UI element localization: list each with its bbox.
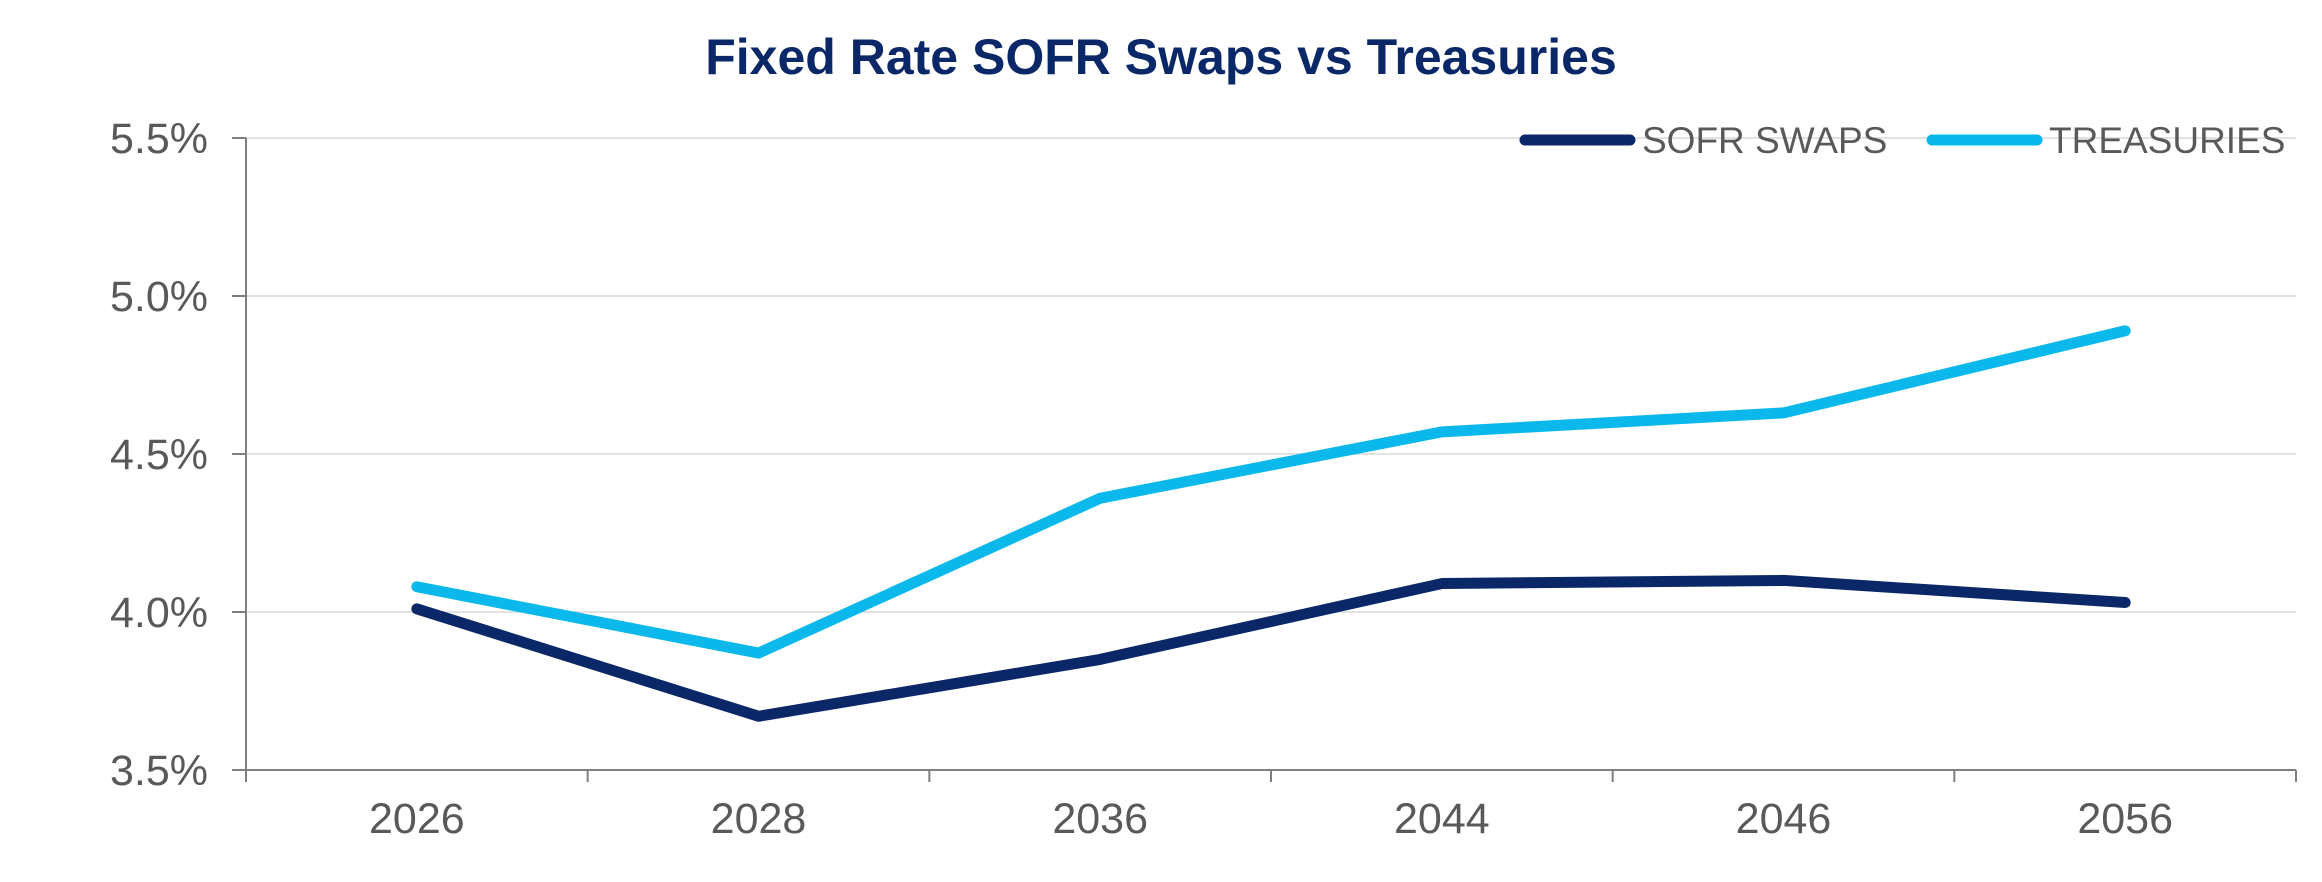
chart-title: Fixed Rate SOFR Swaps vs Treasuries <box>705 29 1617 85</box>
series-line-sofr-swaps <box>417 580 2125 716</box>
y-tick-label: 3.5% <box>110 747 208 795</box>
legend-label-sofr-swaps: SOFR SWAPS <box>1642 120 1887 161</box>
y-tick-label: 4.0% <box>110 589 208 637</box>
x-tick-label: 2044 <box>1394 795 1490 843</box>
x-tick-label: 2046 <box>1736 795 1832 843</box>
x-tick-label: 2056 <box>2077 795 2173 843</box>
x-tick-label: 2026 <box>369 795 465 843</box>
legend: SOFR SWAPS TREASURIES <box>1525 120 2285 161</box>
series-line-treasuries <box>417 331 2125 653</box>
y-tick-label: 4.5% <box>110 431 208 479</box>
x-tick-label: 2036 <box>1052 795 1148 843</box>
series-lines <box>417 331 2126 717</box>
legend-label-treasuries: TREASURIES <box>2049 120 2285 161</box>
x-tick-label: 2028 <box>711 795 807 843</box>
grid-lines <box>246 138 2296 612</box>
y-tick-label: 5.0% <box>110 273 208 321</box>
y-tick-label: 5.5% <box>110 115 208 163</box>
